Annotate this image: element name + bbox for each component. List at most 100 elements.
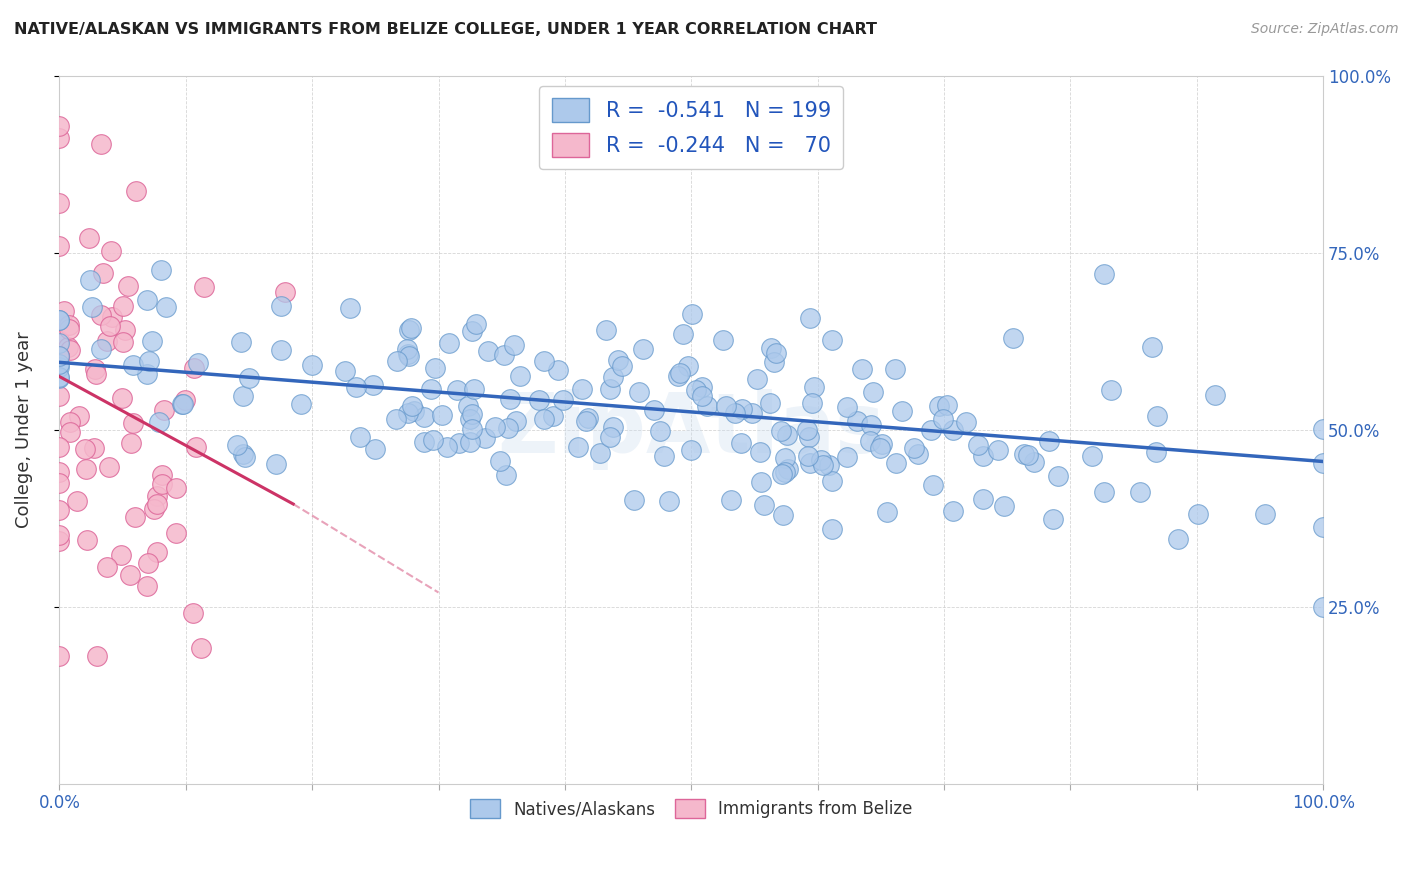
Point [48,359,70,374]
Point [859,418,882,433]
Point [800,396,823,410]
Point [551,392,574,407]
Point [48,476,70,491]
Point [821,522,844,536]
Point [752,498,775,512]
Point [125,185,148,199]
Point [883,361,905,376]
Point [602,369,624,384]
Point [1001,331,1024,345]
Point [58,322,80,336]
Point [797,449,820,463]
Text: NATIVE/ALASKAN VS IMMIGRANTS FROM BELIZE COLLEGE, UNDER 1 YEAR CORRELATION CHART: NATIVE/ALASKAN VS IMMIGRANTS FROM BELIZE… [14,22,877,37]
Point [1254,507,1277,521]
Point [643,402,665,417]
Point [396,406,419,420]
Point [48,528,70,542]
Point [79,273,101,287]
Point [576,411,599,425]
Point [747,372,769,386]
Point [48,119,70,133]
Point [1092,484,1115,499]
Point [610,359,633,373]
Point [803,380,825,394]
Point [301,358,323,372]
Point [492,348,515,362]
Point [118,567,141,582]
Point [666,368,689,383]
Point [876,505,898,519]
Point [1140,341,1163,355]
Point [1312,422,1334,436]
Point [509,368,531,383]
Point [541,409,564,423]
Point [66,494,89,508]
Point [527,393,550,408]
Point [172,397,194,411]
Point [190,640,212,655]
Point [987,443,1010,458]
Point [423,361,446,376]
Point [821,474,844,488]
Point [835,450,858,464]
Point [1167,533,1189,547]
Point [48,389,70,403]
Point [48,357,70,371]
Point [890,404,912,418]
Point [669,367,692,381]
Point [796,423,818,437]
Point [993,499,1015,513]
Point [903,442,925,456]
Point [749,445,772,459]
Point [799,456,821,470]
Point [870,437,893,451]
Point [799,310,821,325]
Point [86,649,108,664]
Point [110,548,132,562]
Point [741,406,763,420]
Point [595,323,617,337]
Point [477,343,499,358]
Point [533,354,555,368]
Point [437,335,460,350]
Point [658,493,681,508]
Point [59,343,82,357]
Point [1144,445,1167,459]
Point [499,392,522,406]
Point [567,440,589,454]
Point [1024,455,1046,469]
Point [749,475,772,490]
Point [599,382,621,396]
Point [685,383,707,397]
Point [48,195,70,210]
Point [91,266,114,280]
Point [811,458,834,472]
Point [762,355,785,369]
Point [48,313,70,327]
Point [174,392,197,407]
Point [141,334,163,348]
Point [270,343,292,358]
Point [364,442,387,457]
Point [1099,384,1122,398]
Point [869,441,891,455]
Point [165,525,187,540]
Point [628,384,651,399]
Point [1204,388,1226,402]
Point [932,411,955,425]
Point [155,300,177,314]
Point [711,333,734,347]
Point [73,442,96,457]
Point [96,560,118,574]
Point [1312,519,1334,533]
Point [488,454,510,468]
Point [48,312,70,326]
Point [672,326,695,341]
Point [274,285,297,299]
Point [599,430,621,444]
Point [457,399,479,413]
Point [226,437,249,451]
Point [859,434,882,449]
Point [77,231,100,245]
Point [67,409,90,423]
